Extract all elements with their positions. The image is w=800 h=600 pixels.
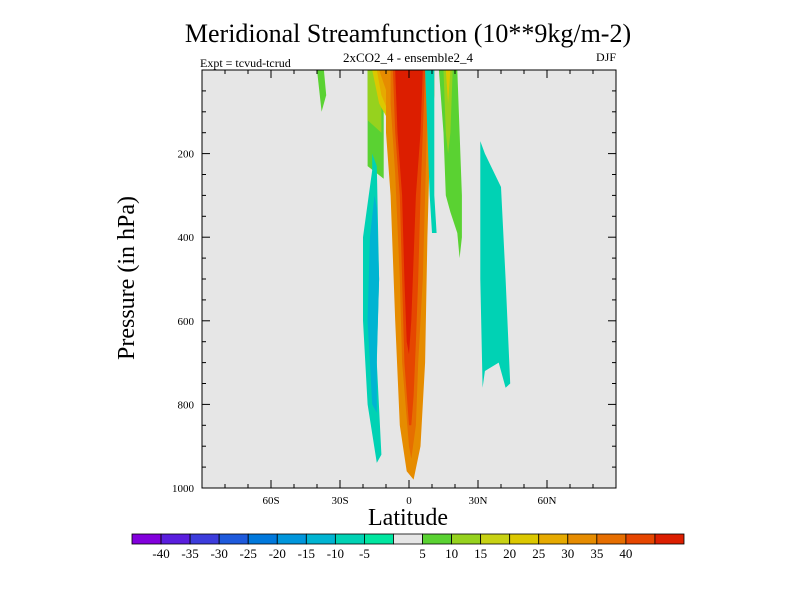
left-annotation: Expt = tcvud-tcrud — [200, 56, 291, 70]
x-axis-label: Latitude — [368, 505, 448, 531]
contour-region-15 — [367, 195, 380, 413]
contour-region-0 — [317, 70, 327, 112]
colorbar-swatch — [276, 533, 307, 545]
x-tick-label: 30N — [469, 495, 488, 507]
contour-region-9 — [395, 70, 423, 355]
contour-region-16 — [480, 141, 511, 388]
colorbar-swatch — [509, 533, 540, 545]
colorbar-swatch — [247, 533, 278, 545]
contour-region-10 — [425, 70, 437, 233]
x-tick-label: 60S — [262, 495, 279, 507]
colorbar-swatch — [305, 533, 336, 545]
colorbar-label: -40 — [152, 546, 169, 561]
colorbar-label: -10 — [327, 546, 344, 561]
x-tick-label: 30S — [331, 495, 348, 507]
right-annotation: DJF — [596, 50, 616, 64]
colorbar-swatch — [625, 533, 656, 545]
chart-subtitle: 2xCO2_4 - ensemble2_4 — [343, 50, 473, 65]
colorbar-label: 5 — [419, 546, 426, 561]
colorbar-swatch — [189, 533, 220, 545]
colorbar-swatch — [567, 533, 598, 545]
colorbar-swatch — [334, 533, 365, 545]
y-tick-label: 1000 — [172, 483, 195, 495]
colorbar-swatch — [364, 533, 394, 545]
colorbar-label: -30 — [210, 546, 227, 561]
y-tick-label: 200 — [178, 149, 195, 161]
colorbar-swatch — [131, 533, 162, 545]
colorbar-label: -35 — [181, 546, 198, 561]
contour-regions — [317, 70, 511, 480]
colorbar-label: 35 — [590, 546, 603, 561]
y-axis-label: Pressure (in hPa) — [114, 196, 140, 360]
colorbar-swatch — [451, 533, 482, 545]
colorbar-label: -15 — [298, 546, 315, 561]
colorbar-label: 30 — [561, 546, 574, 561]
colorbar-label: 10 — [445, 546, 458, 561]
colorbar-swatch — [422, 533, 452, 545]
y-tick-label: 600 — [178, 316, 195, 328]
contour-region-12 — [443, 70, 453, 154]
x-tick-label: 60N — [538, 495, 557, 507]
x-tick-label: 0 — [406, 495, 412, 507]
axis-ticks: 60S 30S 0 30N 60N 200 400 600 800 1000 — [172, 70, 617, 507]
contour-region-11 — [438, 70, 462, 259]
colorbar-label: -25 — [240, 546, 257, 561]
contour-region-13 — [445, 70, 451, 104]
colorbar: -40 -35 -30 -25 -20 -15 -10 -5 5 10 15 20 25 30 35 40 — [131, 533, 685, 561]
y-tick-label: 400 — [178, 232, 195, 244]
chart-title: Meridional Streamfunction (10**9kg/m-2) — [185, 19, 631, 48]
colorbar-label: -20 — [269, 546, 286, 561]
colorbar-swatch — [393, 533, 423, 545]
colorbar-swatch — [654, 533, 685, 545]
colorbar-swatch — [160, 533, 191, 545]
colorbar-label: 25 — [532, 546, 545, 561]
y-tick-label: 800 — [178, 399, 195, 411]
colorbar-swatch — [538, 533, 569, 545]
colorbar-label: 40 — [619, 546, 632, 561]
colorbar-swatch — [596, 533, 627, 545]
colorbar-label: 20 — [503, 546, 516, 561]
colorbar-swatch — [480, 533, 511, 545]
colorbar-label: -5 — [359, 546, 370, 561]
colorbar-swatch — [218, 533, 249, 545]
colorbar-label: 15 — [474, 546, 487, 561]
